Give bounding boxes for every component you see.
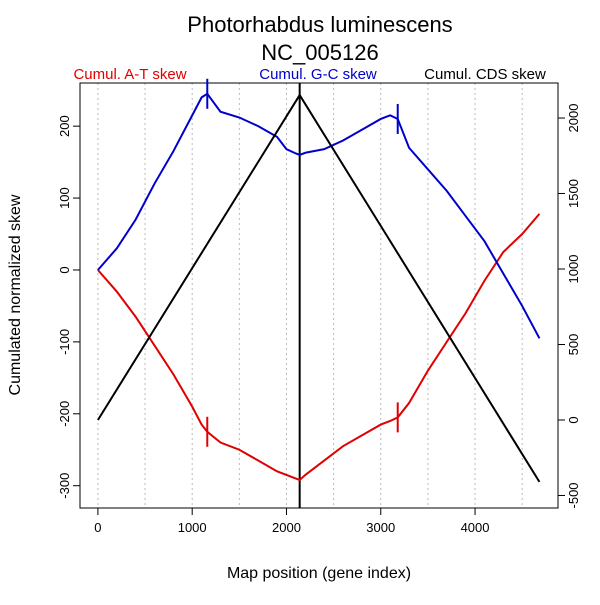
y-tick-label: 200: [57, 115, 72, 137]
legend-label: Cumul. G-C skew: [259, 66, 377, 83]
y2-tick-label: -500: [566, 482, 581, 508]
x-tick-label: 2000: [272, 520, 301, 535]
y-axis-label: Cumulated normalized skew: [7, 194, 24, 395]
x-tick-label: 1000: [178, 520, 207, 535]
series-line: [97, 93, 541, 483]
legend-label: Cumul. A-T skew: [73, 66, 186, 83]
y-tick-label: 0: [57, 266, 72, 273]
y-tick-label: -100: [57, 329, 72, 355]
y2-tick-label: 1000: [566, 255, 581, 284]
y2-tick-label: 1500: [566, 179, 581, 208]
chart-subtitle: NC_005126: [261, 40, 378, 65]
y-tick-label: 100: [57, 187, 72, 209]
y-tick-label: -300: [57, 473, 72, 499]
series-line: [97, 92, 541, 339]
y2-tick-label: 500: [566, 334, 581, 356]
y2-tick-label: 2000: [566, 104, 581, 133]
y-tick-label: -200: [57, 401, 72, 427]
plot-frame: [79, 82, 559, 509]
x-tick-label: 3000: [366, 520, 395, 535]
x-tick-label: 0: [94, 520, 101, 535]
legend-label: Cumul. CDS skew: [424, 66, 546, 83]
series-line: [97, 213, 541, 482]
y2-tick-label: 0: [566, 416, 581, 423]
x-tick-label: 4000: [461, 520, 490, 535]
x-axis-label: Map position (gene index): [227, 565, 411, 582]
chart-title: Photorhabdus luminescens: [187, 12, 452, 37]
